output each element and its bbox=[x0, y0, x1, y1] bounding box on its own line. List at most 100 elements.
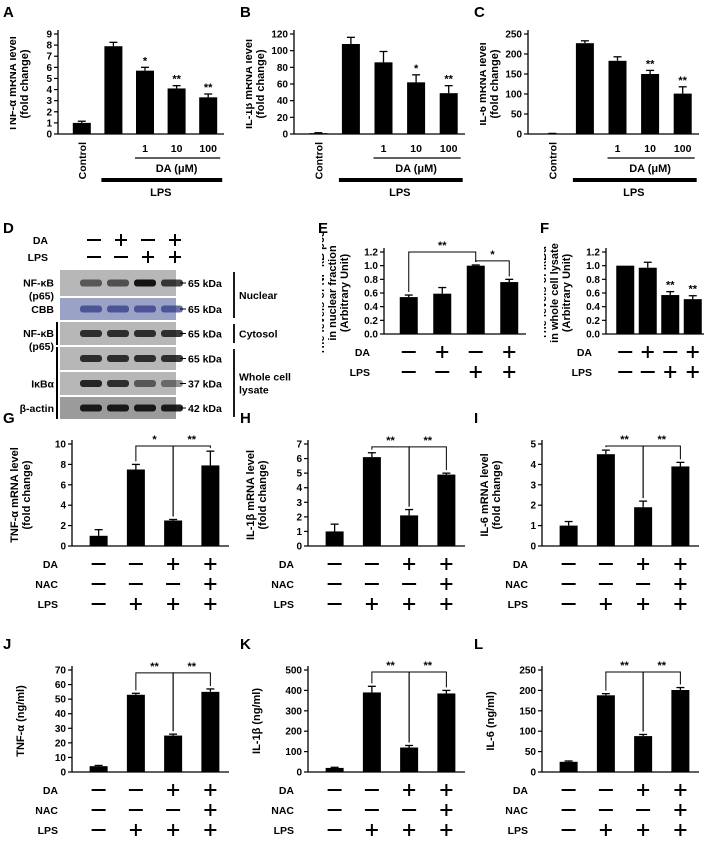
y-axis-label: (Arbitrary Unit) bbox=[561, 254, 573, 333]
bar bbox=[559, 761, 578, 772]
y-tick-label: 6 bbox=[60, 480, 66, 491]
y-axis-label: IL-6 (ng/ml) bbox=[485, 691, 497, 751]
treatment-row-label: NAC bbox=[505, 579, 528, 591]
treatment-row-label: DA bbox=[43, 785, 59, 797]
y-axis-label: (fold change) bbox=[21, 460, 33, 529]
blot-band bbox=[80, 355, 102, 362]
panel-letter-j: J bbox=[3, 636, 12, 653]
blot-band bbox=[161, 355, 183, 362]
significance-mark: ** bbox=[657, 434, 666, 446]
y-tick-label: 1.0 bbox=[586, 261, 600, 272]
treatment-row-label: LPS bbox=[572, 367, 592, 379]
y-tick-label: 4 bbox=[60, 501, 66, 512]
bar bbox=[199, 97, 218, 134]
bar bbox=[136, 70, 154, 134]
y-tick-label: 0 bbox=[60, 542, 66, 553]
y-tick-label: 80 bbox=[277, 63, 289, 74]
y-tick-label: 1.0 bbox=[364, 261, 378, 272]
treatment-row-label: LPS bbox=[38, 599, 58, 611]
dose-label: 1 bbox=[615, 143, 621, 155]
significance-bracket bbox=[172, 672, 211, 732]
y-tick-label: 0.0 bbox=[364, 330, 378, 341]
blot-band bbox=[161, 305, 183, 313]
y-axis-label: IL-6 mRNA level bbox=[480, 453, 491, 536]
protein-label: β-actin bbox=[20, 403, 54, 415]
significance-mark: ** bbox=[204, 82, 213, 94]
blot-band bbox=[107, 380, 129, 387]
y-axis-label: IL-1β mRNA level bbox=[246, 39, 255, 129]
blot-band bbox=[107, 305, 129, 313]
y-tick-label: 200 bbox=[505, 50, 522, 61]
y-axis-label: The levels of IκBα bbox=[544, 246, 549, 340]
y-tick-label: 150 bbox=[505, 70, 522, 81]
category-label: Control bbox=[77, 142, 89, 179]
bar bbox=[201, 465, 220, 546]
panel-letter-e: E bbox=[318, 220, 329, 237]
bar bbox=[104, 46, 123, 134]
y-tick-label: 4 bbox=[46, 85, 52, 96]
dose-label: 1 bbox=[142, 143, 148, 155]
blot-band bbox=[80, 305, 102, 313]
blot-band bbox=[107, 355, 129, 362]
significance-mark: ** bbox=[187, 434, 196, 446]
bar bbox=[437, 693, 456, 772]
lps-label: LPS bbox=[389, 187, 410, 199]
bar bbox=[374, 62, 393, 135]
bar bbox=[641, 74, 660, 134]
y-tick-label: 0.6 bbox=[586, 289, 600, 300]
panel-letter-b: B bbox=[240, 4, 251, 21]
protein-label: IκBα bbox=[31, 379, 54, 391]
y-tick-label: 1 bbox=[296, 527, 302, 538]
significance-mark: ** bbox=[386, 660, 395, 672]
bar bbox=[89, 535, 108, 546]
treatment-row-label: NAC bbox=[35, 805, 58, 817]
y-tick-label: 4 bbox=[530, 460, 536, 471]
significance-mark: ** bbox=[620, 660, 629, 672]
y-axis-label: TNF-α mRNA level bbox=[10, 36, 19, 132]
bar bbox=[309, 133, 328, 134]
significance-bracket bbox=[475, 260, 510, 277]
blot-band bbox=[80, 380, 102, 387]
y-tick-label: 0 bbox=[530, 542, 536, 553]
lps-label: LPS bbox=[150, 187, 171, 199]
y-tick-label: 0 bbox=[282, 130, 288, 141]
y-tick-label: 10 bbox=[55, 753, 67, 764]
bar bbox=[407, 82, 426, 134]
bar bbox=[126, 469, 145, 546]
y-tick-label: 120 bbox=[271, 30, 288, 41]
treatment-row-label: DA bbox=[279, 559, 295, 571]
y-axis-label: (fold change) bbox=[19, 49, 31, 118]
bar bbox=[72, 122, 91, 134]
y-tick-label: 0.4 bbox=[586, 302, 600, 313]
y-tick-label: 150 bbox=[519, 706, 536, 717]
chart-k: IL-1β (ng/ml) 0 100 200 300 400 500 ** ** DA NAC LP… bbox=[251, 660, 465, 837]
y-tick-label: 300 bbox=[285, 706, 302, 717]
treatment-row-label: NAC bbox=[271, 805, 294, 817]
significance-mark: ** bbox=[423, 435, 432, 447]
treatment-row-label: LPS bbox=[38, 825, 58, 837]
chart-j: TNF-α (ng/ml) 0 10 20 30 40 50 60 70 ** ** DA NAC LPS bbox=[15, 661, 229, 837]
y-tick-label: 0.4 bbox=[364, 302, 378, 313]
y-tick-label: 100 bbox=[519, 727, 536, 738]
y-tick-label: 6 bbox=[46, 63, 52, 74]
lps-label: LPS bbox=[623, 187, 644, 199]
treatment-row-label: LPS bbox=[508, 825, 528, 837]
blot-band bbox=[134, 279, 156, 287]
y-axis-label: (fold change) bbox=[491, 460, 503, 529]
y-tick-label: 10 bbox=[55, 440, 67, 451]
significance-mark: ** bbox=[657, 660, 666, 672]
y-tick-label: 1.2 bbox=[586, 248, 600, 259]
dose-label: 100 bbox=[674, 143, 692, 155]
y-tick-label: 7 bbox=[296, 440, 302, 451]
blot-band bbox=[80, 330, 102, 337]
size-marker-label: 65 kDa bbox=[188, 304, 222, 316]
treatment-row-label: LPS bbox=[274, 825, 294, 837]
treatment-row-label: DA bbox=[513, 785, 529, 797]
bar bbox=[575, 43, 594, 135]
chart-f: The levels of IκBα in whole cell lysate (A… bbox=[544, 243, 704, 379]
y-axis-label: (Arbitrary Unit) bbox=[339, 254, 351, 333]
dose-axis-label: DA (μM) bbox=[629, 163, 671, 175]
